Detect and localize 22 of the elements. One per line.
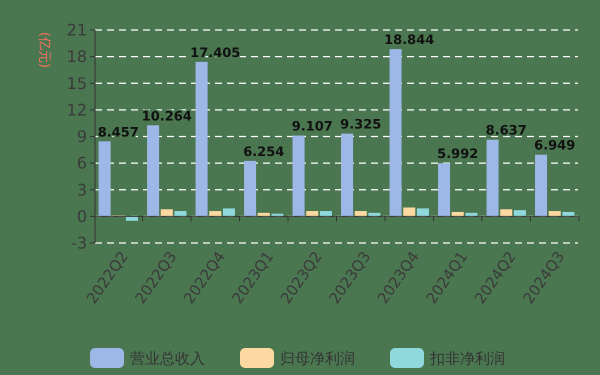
- data-label: 17.405: [190, 46, 240, 61]
- data-label: 6.254: [243, 144, 284, 160]
- y-axis-title: (亿元): [36, 32, 52, 68]
- data-label: 10.264: [142, 109, 192, 124]
- data-label: 9.325: [340, 118, 382, 133]
- legend-label: 营业总收入: [130, 349, 205, 368]
- y-tick-label: -3: [71, 234, 87, 253]
- data-label: 18.844: [384, 33, 434, 48]
- y-tick-label: 15: [66, 74, 87, 93]
- data-label: 6.949: [534, 138, 576, 154]
- y-tick-label: 9: [76, 127, 87, 146]
- y-tick-label: 3: [76, 180, 87, 200]
- y-tick-label: 6: [76, 154, 87, 173]
- legend-label: 归母净利润: [280, 349, 355, 368]
- data-label: 8.637: [486, 124, 527, 139]
- y-tick-label: 18: [66, 47, 87, 66]
- y-tick-label: 0: [76, 206, 87, 226]
- legend-label: 扣非净利润: [429, 349, 505, 368]
- y-tick-label: 12: [66, 100, 87, 120]
- data-label: 5.992: [437, 147, 478, 162]
- y-tick-label: 21: [66, 20, 87, 40]
- data-label: 9.107: [292, 120, 333, 135]
